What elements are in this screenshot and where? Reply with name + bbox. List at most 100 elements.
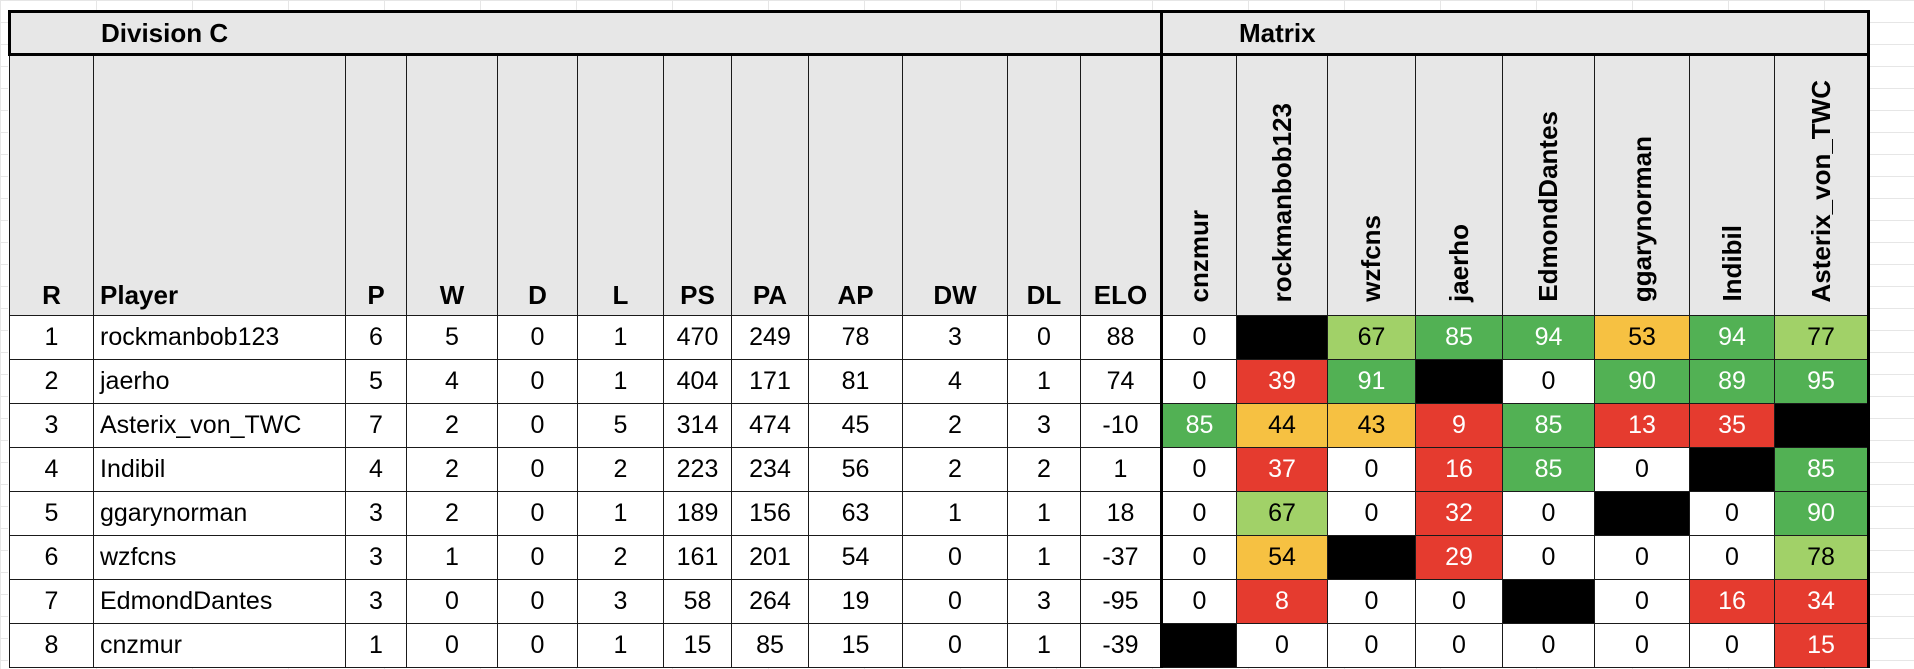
matrix-cell: 94 [1502, 315, 1595, 360]
matrix-cell [1160, 623, 1237, 668]
matrix-cell: 0 [1160, 359, 1237, 404]
cell-elo: 88 [1080, 315, 1162, 360]
matrix-header-label: jaerho [1443, 223, 1474, 302]
matrix-header-edmonddantes: EdmondDantes [1502, 54, 1595, 316]
matrix-cell: 0 [1327, 623, 1416, 668]
matrix-cell: 16 [1415, 447, 1503, 492]
matrix-cell: 78 [1774, 535, 1870, 580]
cell-dl: 3 [1007, 579, 1081, 624]
matrix-cell [1774, 403, 1870, 448]
cell-l: 1 [577, 491, 664, 536]
header-d: D [497, 54, 578, 316]
cell-ps: 314 [663, 403, 732, 448]
cell-p: 3 [345, 579, 407, 624]
matrix-header-jaerho: jaerho [1415, 54, 1503, 316]
cell-elo: 74 [1080, 359, 1162, 404]
matrix-header-label: cnzmur [1184, 209, 1214, 302]
cell-player: rockmanbob123 [93, 315, 346, 360]
cell-r: 8 [9, 623, 94, 668]
matrix-header-label: ggarynorman [1626, 135, 1657, 302]
header-pa: PA [731, 54, 809, 316]
standings-table: Division C Matrix R Player P W D L PS PA AP DW DL E… [8, 10, 1870, 668]
matrix-cell: 44 [1236, 403, 1328, 448]
matrix-cell: 0 [1502, 623, 1595, 668]
matrix-cell: 43 [1327, 403, 1416, 448]
cell-dw: 4 [902, 359, 1008, 404]
header-elo: ELO [1080, 54, 1162, 316]
cell-ps: 470 [663, 315, 732, 360]
cell-d: 0 [497, 359, 578, 404]
cell-r: 7 [9, 579, 94, 624]
matrix-cell: 53 [1594, 315, 1690, 360]
cell-d: 0 [497, 315, 578, 360]
cell-w: 2 [406, 403, 498, 448]
header-row: R Player P W D L PS PA AP DW DL ELO cnzmur rockmanbob… [9, 54, 1870, 316]
matrix-cell [1327, 535, 1416, 580]
table-row: 6 wzfcns 3 1 0 2 161 201 54 0 1 -37 0 54 29 0 0 0 78 [9, 535, 1870, 580]
cell-ap: 56 [808, 447, 903, 492]
cell-ps: 223 [663, 447, 732, 492]
matrix-cell: 34 [1774, 579, 1870, 624]
cell-elo: 18 [1080, 491, 1162, 536]
matrix-cell: 67 [1327, 315, 1416, 360]
cell-dw: 2 [902, 447, 1008, 492]
matrix-cell: 8 [1236, 579, 1328, 624]
matrix-cell: 0 [1502, 535, 1595, 580]
matrix-cell [1415, 359, 1503, 404]
header-l: L [577, 54, 664, 316]
matrix-cell: 0 [1594, 623, 1690, 668]
cell-p: 1 [345, 623, 407, 668]
matrix-cell: 91 [1327, 359, 1416, 404]
cell-ap: 54 [808, 535, 903, 580]
matrix-header-label: Indibil [1716, 225, 1747, 302]
matrix-header-asterix_von_twc: Asterix_von_TWC [1774, 54, 1870, 316]
matrix-header-ggarynorman: ggarynorman [1594, 54, 1690, 316]
matrix-header-indibil: Indibil [1689, 54, 1775, 316]
title-row: Division C Matrix [8, 10, 1870, 56]
matrix-cell [1502, 579, 1595, 624]
matrix-cell: 39 [1236, 359, 1328, 404]
cell-r: 6 [9, 535, 94, 580]
matrix-cell: 0 [1160, 315, 1237, 360]
matrix-cell: 0 [1415, 623, 1503, 668]
cell-ps: 404 [663, 359, 732, 404]
cell-d: 0 [497, 579, 578, 624]
matrix-cell: 0 [1327, 579, 1416, 624]
cell-dl: 1 [1007, 535, 1081, 580]
cell-ap: 15 [808, 623, 903, 668]
table-row: 3 Asterix_von_TWC 7 2 0 5 314 474 45 2 3 -10 85 44 43 9… [9, 403, 1870, 448]
cell-elo: 1 [1080, 447, 1162, 492]
matrix-cell: 0 [1689, 491, 1775, 536]
header-player: Player [93, 54, 346, 316]
cell-ps: 58 [663, 579, 732, 624]
cell-dw: 1 [902, 491, 1008, 536]
cell-player: EdmondDantes [93, 579, 346, 624]
table-row: 1 rockmanbob123 6 5 0 1 470 249 78 3 0 88 0 67 85 94 53 9… [9, 315, 1870, 360]
matrix-cell: 0 [1689, 623, 1775, 668]
cell-ps: 189 [663, 491, 732, 536]
matrix-cell: 15 [1774, 623, 1870, 668]
cell-l: 3 [577, 579, 664, 624]
matrix-cell: 95 [1774, 359, 1870, 404]
cell-ps: 15 [663, 623, 732, 668]
header-ps: PS [663, 54, 732, 316]
matrix-cell: 0 [1327, 447, 1416, 492]
matrix-cell: 77 [1774, 315, 1870, 360]
matrix-cell: 89 [1689, 359, 1775, 404]
matrix-cell: 0 [1236, 623, 1328, 668]
cell-ap: 81 [808, 359, 903, 404]
cell-pa: 264 [731, 579, 809, 624]
matrix-cell: 0 [1160, 579, 1237, 624]
matrix-header-label: EdmondDantes [1533, 111, 1563, 302]
cell-r: 2 [9, 359, 94, 404]
matrix-cell: 85 [1160, 403, 1237, 448]
header-p: P [345, 54, 407, 316]
matrix-title: Matrix [1160, 10, 1870, 56]
division-title: Division C [8, 10, 1162, 56]
cell-d: 0 [497, 491, 578, 536]
header-dw: DW [902, 54, 1008, 316]
matrix-header-cnzmur: cnzmur [1160, 54, 1237, 316]
matrix-header-label: rockmanbob123 [1266, 102, 1297, 302]
cell-player: wzfcns [93, 535, 346, 580]
cell-elo: -37 [1080, 535, 1162, 580]
